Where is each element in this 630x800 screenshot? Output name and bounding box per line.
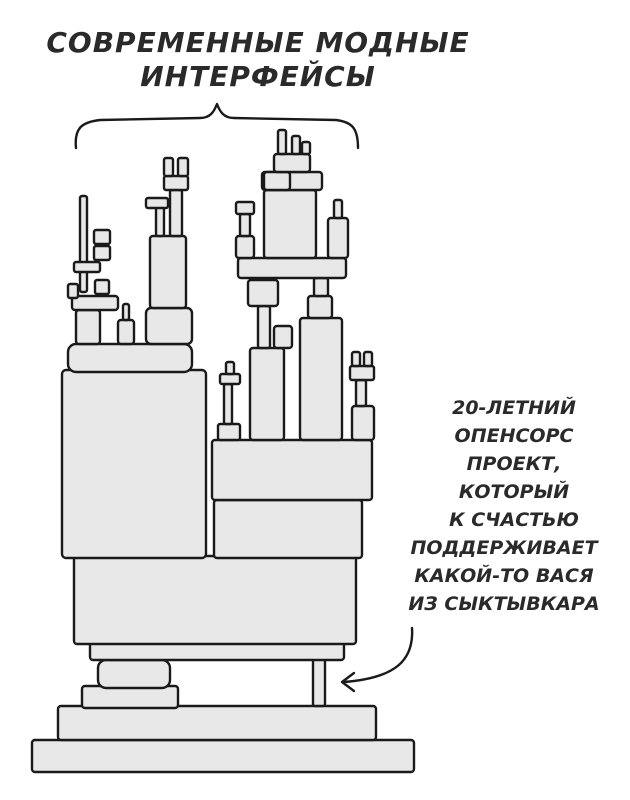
right-towers — [216, 128, 376, 442]
left-tower-small-post-top — [121, 302, 131, 322]
left-tower-stick — [78, 194, 89, 294]
right-tower-thin-top — [218, 372, 242, 386]
annotation-line-2: ОПЕНСОРС — [455, 425, 574, 447]
left-tower-bar — [70, 294, 120, 312]
annotation: 20-ЛЕТНИЙ ОПЕНСОРС ПРОЕКТ, КОТОРЫЙ К СЧА… — [408, 396, 599, 615]
mid-right-column — [248, 346, 286, 442]
right-tower-foot — [216, 422, 242, 442]
left-tower-cube — [93, 278, 111, 296]
annotation-line-1: 20-ЛЕТНИЙ — [452, 396, 576, 419]
tall-right-peg — [312, 276, 330, 298]
right-tower-thin-post — [222, 382, 234, 426]
mid-right-joint — [246, 278, 280, 308]
base-plinth — [56, 704, 378, 742]
center-left-base — [144, 306, 194, 346]
upper-right-shelf — [236, 256, 348, 280]
upper-right-hat-left — [262, 170, 292, 192]
upper-right-side-cap — [332, 198, 344, 220]
left-large-block — [60, 368, 208, 560]
upper-right-left-post — [234, 234, 256, 260]
annotation-line-8: ИЗ СЫКТЫВКАРА — [408, 593, 599, 615]
title-line-2: ИНТЕРФЕЙСЫ — [140, 59, 376, 93]
center-left-column — [148, 234, 188, 310]
far-right-peg-1 — [350, 350, 362, 368]
tiny-support-pillar — [311, 656, 327, 708]
mid-right-knob — [272, 324, 294, 350]
left-tower-knob-1 — [92, 228, 112, 246]
tower-foundation — [30, 656, 416, 774]
center-left-peg-2 — [176, 156, 190, 178]
annotation-line-7: КАКОЙ-ТО ВАСЯ — [414, 564, 594, 587]
left-tower-peg — [66, 282, 80, 300]
upper-right-crown — [272, 152, 312, 174]
center-left-top — [162, 174, 190, 192]
far-right-peg-2 — [362, 350, 374, 368]
right-block-upper — [210, 438, 374, 502]
upper-right-spire-3 — [300, 140, 312, 156]
upper-right-spire-2 — [290, 134, 302, 156]
title-line-1: СОВРЕМЕННЫЕ МОДНЫЕ — [46, 26, 469, 59]
upper-right-left-neck — [238, 212, 252, 238]
upper-right-side-post — [326, 216, 350, 260]
center-left-neck — [154, 204, 166, 238]
annotation-line-3: ПРОЕКТ, — [467, 453, 562, 475]
left-tower-base — [74, 308, 102, 346]
far-right-post — [354, 378, 368, 408]
tall-right-column — [298, 316, 344, 442]
left-tower-knob-2 — [92, 244, 112, 262]
far-right-top — [348, 364, 376, 382]
annotation-line-4: КОТОРЫЙ — [459, 480, 569, 503]
tower-main-body — [60, 342, 374, 662]
center-left-peg-1 — [162, 156, 175, 178]
upper-right-body — [262, 188, 318, 260]
mid-right-neck — [256, 304, 272, 350]
left-tower-small-post — [116, 318, 136, 346]
upper-right-spire-1 — [276, 128, 288, 156]
curly-brace — [74, 102, 360, 150]
tall-right-neck — [306, 294, 334, 320]
base-slab — [30, 738, 416, 774]
comic-title: СОВРЕМЕННЫЕ МОДНЫЕ ИНТЕРФЕЙСЫ — [46, 26, 469, 93]
annotation-line-6: ПОДДЕРЖИВАЕТ — [410, 537, 599, 559]
right-block-lower — [212, 498, 364, 560]
arrow-curve — [342, 626, 414, 684]
far-right-foot — [350, 404, 376, 442]
support-step — [80, 684, 180, 710]
arrow-head — [340, 671, 356, 693]
right-tower-thin-cap — [224, 360, 236, 376]
upper-right-left-top — [234, 200, 256, 216]
support-drum — [96, 658, 172, 690]
left-cap-slab — [66, 342, 194, 374]
annotation-arrow — [340, 626, 414, 693]
center-left-neck-2 — [168, 188, 184, 238]
center-left-arm — [144, 196, 170, 210]
annotation-line-5: К СЧАСТЬЮ — [449, 509, 579, 531]
left-tower-crossbar — [72, 260, 102, 274]
left-towers — [66, 156, 194, 346]
lower-body-block — [72, 554, 358, 646]
